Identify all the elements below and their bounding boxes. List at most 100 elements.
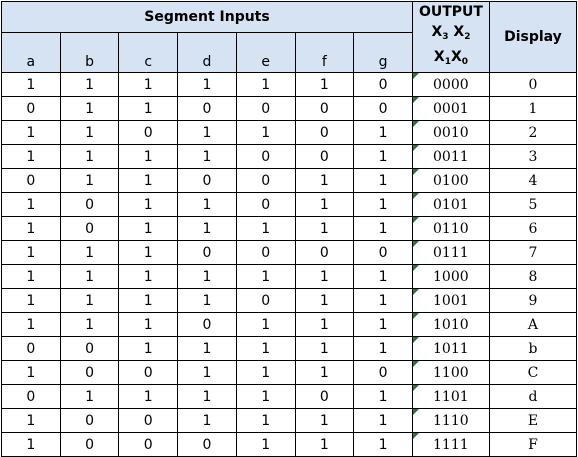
cell-segment-g: 1	[353, 168, 413, 193]
cell-segment-c: 1	[118, 240, 179, 265]
cell-display: 6	[488, 216, 578, 241]
table-body: 1 1 1 1 1 1 0 0000 0 0 1 1 0 0 0 0 0001 1 1 1 0 1 1 0 1 0010 2 1 1 1 1…	[1, 72, 578, 457]
cell-segment-d: 0	[177, 240, 237, 265]
output-bit-label: X1	[433, 49, 451, 67]
cell-segment-b: 1	[59, 96, 120, 121]
cell-segment-e: 0	[235, 240, 296, 265]
cell-output: 0110	[412, 216, 490, 241]
cell-output: 1011	[412, 336, 490, 361]
cell-segment-a: 1	[1, 240, 61, 265]
cell-segment-c: 1	[118, 96, 179, 121]
segment-inputs-header: Segment Inputs	[1, 0, 413, 34]
cell-segment-g: 1	[353, 384, 413, 409]
cell-output: 0011	[412, 144, 490, 169]
output-bit-label: X3	[431, 24, 449, 42]
cell-segment-f: 0	[294, 384, 355, 409]
table-row: 1 1 1 0 1 1 1 1010 A	[1, 312, 578, 337]
cell-display: b	[488, 336, 578, 361]
cell-segment-b: 0	[59, 192, 120, 217]
cell-segment-a: 1	[1, 408, 61, 433]
cell-segment-c: 1	[118, 336, 179, 361]
cell-segment-e: 1	[235, 384, 296, 409]
cell-segment-d: 1	[177, 360, 237, 385]
cell-display: C	[488, 360, 578, 385]
table-row: 1 1 1 1 1 1 1 1000 8	[1, 264, 578, 289]
segment-header-f: f	[294, 32, 355, 73]
cell-segment-a: 1	[1, 312, 61, 337]
display-header: Display	[488, 1, 578, 73]
cell-segment-e: 1	[235, 312, 296, 337]
cell-segment-d: 0	[177, 168, 237, 193]
cell-segment-g: 1	[353, 432, 413, 457]
cell-segment-b: 1	[59, 72, 120, 97]
output-bits: X3 X2 X1X0	[413, 22, 489, 72]
cell-segment-g: 1	[353, 120, 413, 145]
cell-segment-e: 0	[235, 144, 296, 169]
cell-segment-c: 1	[118, 168, 179, 193]
cell-segment-b: 1	[59, 384, 120, 409]
cell-segment-b: 0	[59, 360, 120, 385]
cell-segment-f: 0	[294, 144, 355, 169]
cell-segment-d: 1	[177, 192, 237, 217]
cell-display: A	[488, 312, 578, 337]
cell-segment-c: 1	[118, 288, 179, 313]
cell-segment-a: 1	[1, 288, 61, 313]
cell-output: 1000	[412, 264, 490, 289]
cell-segment-f: 1	[294, 336, 355, 361]
cell-segment-e: 1	[235, 216, 296, 241]
cell-segment-a: 0	[1, 384, 61, 409]
cell-segment-d: 1	[177, 72, 237, 97]
cell-display: 1	[488, 96, 578, 121]
cell-output: 1101	[412, 384, 490, 409]
output-bit-label: X2	[453, 24, 471, 42]
cell-segment-a: 0	[1, 168, 61, 193]
cell-segment-f: 1	[294, 408, 355, 433]
table-row: 1 1 1 1 1 1 0 0000 0	[1, 72, 578, 97]
cell-segment-c: 1	[118, 144, 179, 169]
cell-output: 0000	[412, 72, 490, 97]
cell-segment-b: 1	[59, 144, 120, 169]
segment-header-d: d	[177, 32, 237, 73]
cell-display: E	[488, 408, 578, 433]
cell-output: 1001	[412, 288, 490, 313]
table-row: 1 0 0 1 1 1 1 1110 E	[1, 408, 578, 433]
cell-display: 7	[488, 240, 578, 265]
cell-display: 8	[488, 264, 578, 289]
cell-segment-f: 1	[294, 264, 355, 289]
cell-segment-b: 0	[59, 216, 120, 241]
table-row: 1 0 0 1 1 1 0 1100 C	[1, 360, 578, 385]
cell-segment-g: 0	[353, 360, 413, 385]
table-row: 1 1 1 0 0 0 0 0111 7	[1, 240, 578, 265]
cell-output: 0100	[412, 168, 490, 193]
cell-segment-f: 1	[294, 72, 355, 97]
cell-segment-e: 1	[235, 336, 296, 361]
cell-segment-d: 0	[177, 312, 237, 337]
table-row: 1 0 0 0 1 1 1 1111 F	[1, 432, 578, 457]
cell-output: 1111	[412, 432, 490, 457]
cell-segment-d: 1	[177, 216, 237, 241]
cell-segment-b: 1	[59, 312, 120, 337]
cell-segment-e: 0	[235, 168, 296, 193]
cell-display: 9	[488, 288, 578, 313]
output-title: OUTPUT	[418, 4, 483, 20]
cell-segment-d: 1	[177, 264, 237, 289]
cell-output: 1110	[412, 408, 490, 433]
cell-segment-b: 0	[59, 336, 120, 361]
segment-header-c: c	[118, 32, 179, 73]
cell-output: 0111	[412, 240, 490, 265]
cell-segment-e: 1	[235, 360, 296, 385]
cell-segment-d: 1	[177, 144, 237, 169]
cell-segment-f: 1	[294, 168, 355, 193]
cell-segment-e: 1	[235, 120, 296, 145]
cell-segment-b: 0	[59, 432, 120, 457]
cell-segment-b: 1	[59, 288, 120, 313]
table-row: 0 1 1 1 1 0 1 1101 d	[1, 384, 578, 409]
cell-segment-c: 0	[118, 408, 179, 433]
cell-segment-g: 1	[353, 144, 413, 169]
cell-segment-d: 1	[177, 336, 237, 361]
cell-segment-c: 1	[118, 312, 179, 337]
cell-segment-c: 1	[118, 384, 179, 409]
cell-segment-g: 1	[353, 336, 413, 361]
cell-segment-a: 0	[1, 336, 61, 361]
cell-segment-b: 1	[59, 240, 120, 265]
